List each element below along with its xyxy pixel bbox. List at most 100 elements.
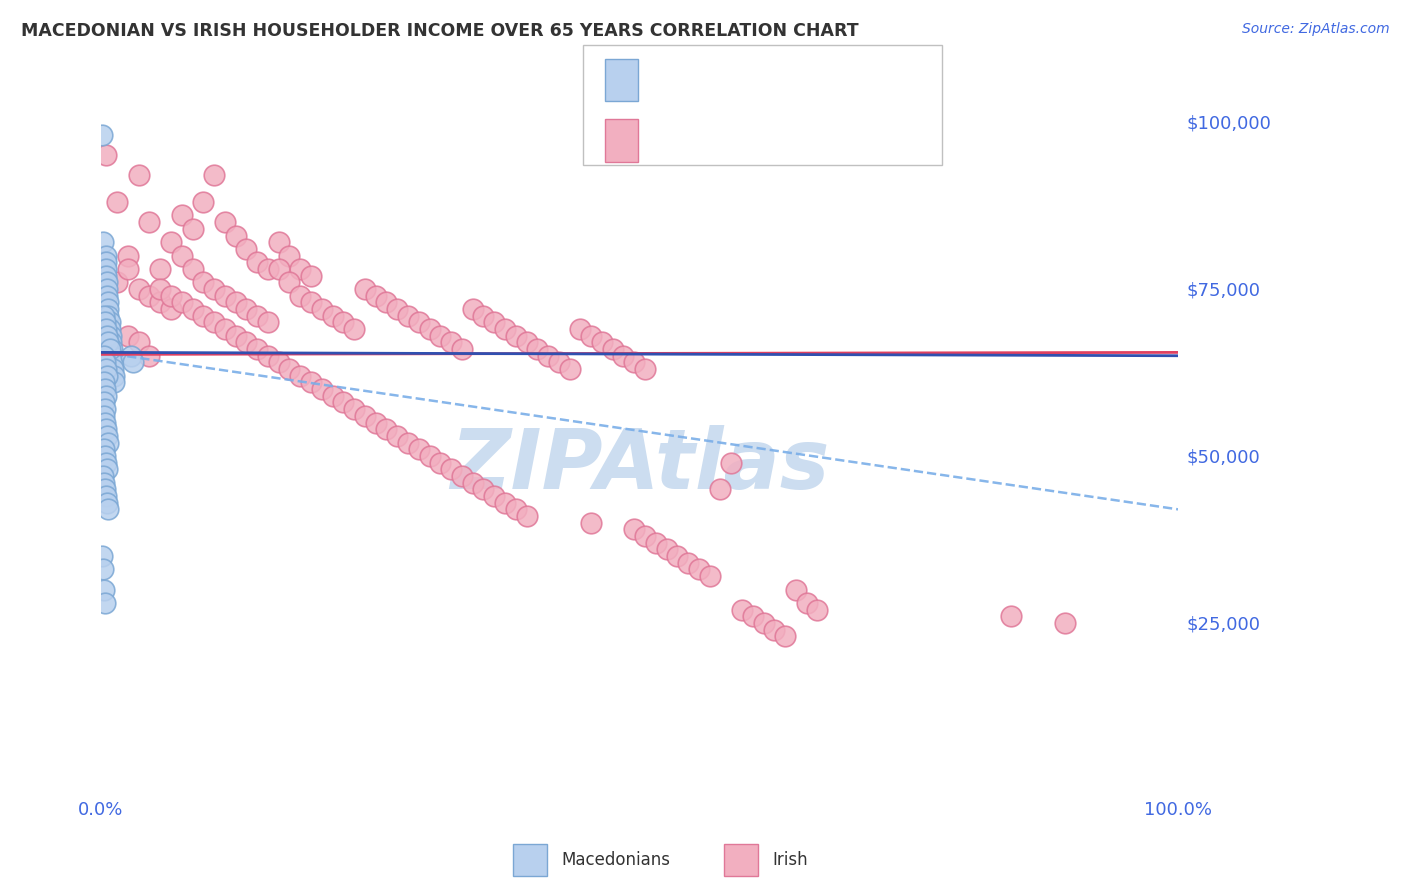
Point	[354, 409, 377, 423]
Point	[101, 362, 124, 376]
Point	[97, 335, 120, 350]
Point	[97, 309, 120, 323]
Point	[96, 489, 118, 503]
Point	[235, 301, 257, 316]
Point	[94, 483, 117, 497]
Point	[537, 349, 560, 363]
Point	[472, 309, 495, 323]
Point	[94, 315, 117, 329]
Point	[93, 309, 115, 323]
Point	[105, 275, 128, 289]
Point	[138, 215, 160, 229]
Point	[387, 429, 409, 443]
Point	[257, 349, 280, 363]
Point	[96, 148, 118, 162]
Point	[267, 235, 290, 250]
Point	[482, 315, 505, 329]
Point	[94, 382, 117, 396]
Point	[94, 355, 117, 369]
Point	[170, 295, 193, 310]
Point	[94, 295, 117, 310]
Point	[100, 349, 122, 363]
Point	[354, 282, 377, 296]
Point	[299, 268, 322, 283]
Point	[96, 429, 118, 443]
Point	[322, 389, 344, 403]
Point	[699, 569, 721, 583]
Text: Irish: Irish	[772, 851, 807, 869]
Point	[246, 342, 269, 356]
Point	[246, 309, 269, 323]
Point	[526, 342, 548, 356]
Point	[235, 335, 257, 350]
Point	[149, 282, 172, 296]
Point	[311, 301, 333, 316]
Point	[623, 355, 645, 369]
Point	[105, 195, 128, 210]
Point	[96, 255, 118, 269]
Point	[763, 623, 786, 637]
Point	[450, 469, 472, 483]
Point	[472, 483, 495, 497]
Point	[612, 349, 634, 363]
Point	[149, 261, 172, 276]
Point	[91, 549, 114, 563]
Point	[122, 355, 145, 369]
Point	[94, 301, 117, 316]
Point	[591, 335, 613, 350]
Point	[214, 215, 236, 229]
Point	[96, 368, 118, 383]
Point	[235, 242, 257, 256]
Point	[103, 368, 125, 383]
Point	[96, 422, 118, 436]
Text: 0.005: 0.005	[697, 132, 754, 150]
Point	[505, 502, 527, 516]
Point	[408, 315, 430, 329]
Point	[93, 275, 115, 289]
Point	[225, 228, 247, 243]
Point	[96, 268, 118, 283]
Point	[93, 261, 115, 276]
Point	[97, 301, 120, 316]
Point	[91, 235, 114, 250]
Point	[98, 342, 121, 356]
Point	[387, 301, 409, 316]
Point	[785, 582, 807, 597]
Point	[214, 288, 236, 302]
Point	[181, 301, 204, 316]
Text: MACEDONIAN VS IRISH HOUSEHOLDER INCOME OVER 65 YEARS CORRELATION CHART: MACEDONIAN VS IRISH HOUSEHOLDER INCOME O…	[21, 22, 859, 40]
Point	[806, 602, 828, 616]
Point	[429, 328, 451, 343]
Point	[419, 322, 441, 336]
Point	[98, 322, 121, 336]
Point	[100, 335, 122, 350]
Point	[299, 376, 322, 390]
Point	[214, 322, 236, 336]
Point	[93, 268, 115, 283]
Point	[731, 602, 754, 616]
Point	[100, 342, 122, 356]
Point	[103, 376, 125, 390]
Point	[569, 322, 592, 336]
Point	[96, 322, 118, 336]
Point	[602, 342, 624, 356]
Text: N =: N =	[772, 132, 806, 150]
Point	[278, 248, 301, 262]
Point	[96, 275, 118, 289]
Point	[128, 282, 150, 296]
Point	[688, 562, 710, 576]
Point	[96, 389, 118, 403]
Point	[267, 355, 290, 369]
Point	[96, 328, 118, 343]
Point	[494, 496, 516, 510]
Point	[117, 261, 139, 276]
Point	[93, 582, 115, 597]
Point	[396, 435, 419, 450]
Text: ZIPAtlas: ZIPAtlas	[450, 425, 830, 506]
Point	[96, 462, 118, 476]
Point	[579, 328, 602, 343]
Point	[91, 469, 114, 483]
Point	[343, 402, 366, 417]
Text: 66: 66	[815, 72, 841, 90]
Point	[676, 556, 699, 570]
